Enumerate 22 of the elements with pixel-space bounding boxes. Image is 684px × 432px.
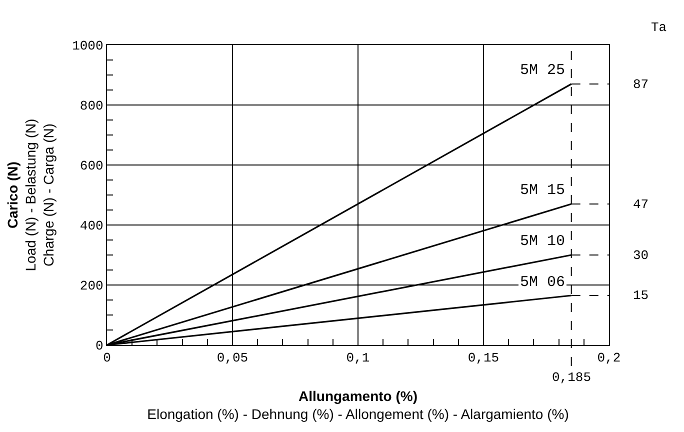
y-axis-title: Carico (N) Load (N) - Belastung (N) Charge (N) - Carga (N) [4,118,57,272]
x-tick-label: 0,2 [597,350,621,366]
x-tick-label: 0,05 [216,350,248,366]
x-tick-label: 0,15 [468,350,500,366]
y-tick-label: 400 [80,218,104,234]
x-axis-title: Allungamento (%) Elongation (%) - Dehnung (%) - Allongement (%) - Alargamiento (%) [147,388,569,422]
y-tick-label: 200 [80,278,104,294]
text: 30 [633,248,649,263]
text: 47 [633,197,649,212]
text: 87 [633,77,649,92]
y-tick-label: 0 [95,338,104,354]
x-tick-label: 0,1 [346,350,370,366]
y-tick-label: 800 [80,98,104,114]
series-label: 5M 10 [520,233,566,250]
y-tick-label: 1000 [72,38,104,54]
series-label: 5M 15 [520,182,566,199]
text: 15 [633,288,649,303]
ref-line-label: 0,185 [552,370,592,385]
series-label: 5M 06 [520,274,566,291]
y-tick-label: 600 [80,158,104,174]
text: Ta [651,20,667,35]
series-label: 5M 25 [520,62,566,79]
